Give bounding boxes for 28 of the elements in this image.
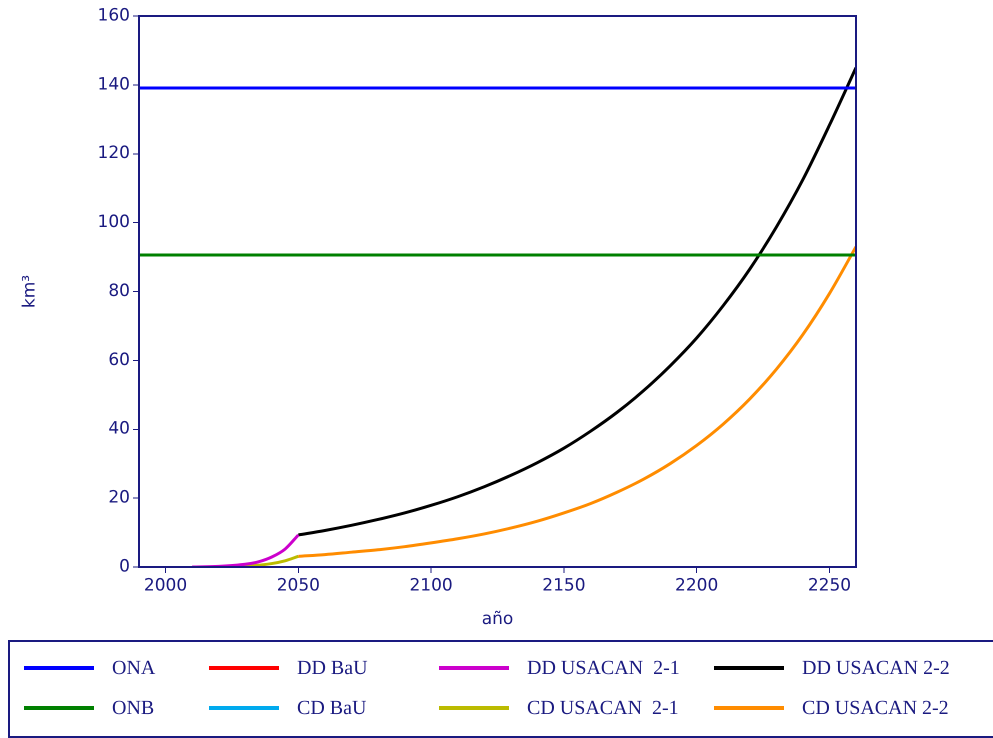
legend-label: CD USACAN 2-1 [527, 696, 679, 720]
y-tick-label: 0 [119, 556, 130, 576]
x-tick-label: 2100 [409, 576, 453, 596]
legend-label: ONA [112, 656, 156, 680]
y-tick-label: 80 [108, 280, 130, 301]
line-series [296, 245, 856, 558]
legend-label: CD BaU [297, 696, 366, 720]
x-tick-label: 2200 [675, 576, 718, 596]
x-tick-label: 2050 [276, 576, 320, 596]
x-tick-label: 2150 [542, 576, 586, 596]
y-axis-title: km³ [20, 274, 40, 308]
legend-label: DD BaU [297, 656, 368, 680]
y-tick-label: 60 [108, 350, 130, 370]
y-tick-label: 20 [108, 488, 130, 508]
x-axis-title: año [482, 609, 514, 630]
legend-label: CD USACAN 2-2 [802, 696, 949, 720]
legend-label: ONB [112, 696, 154, 720]
y-tick-label: 100 [98, 212, 130, 232]
y-tick-label: 140 [98, 74, 130, 94]
legend-label: DD USACAN 2-2 [802, 656, 950, 680]
x-tick-label: 2000 [144, 576, 188, 596]
y-tick-label: 40 [108, 418, 130, 439]
y-tick-label: 160 [98, 5, 130, 26]
line-series [190, 533, 300, 567]
legend-label: DD USACAN 2-1 [527, 656, 680, 680]
x-tick-label: 2250 [808, 576, 852, 596]
y-tick-label: 120 [98, 143, 130, 164]
line-series [296, 66, 856, 536]
